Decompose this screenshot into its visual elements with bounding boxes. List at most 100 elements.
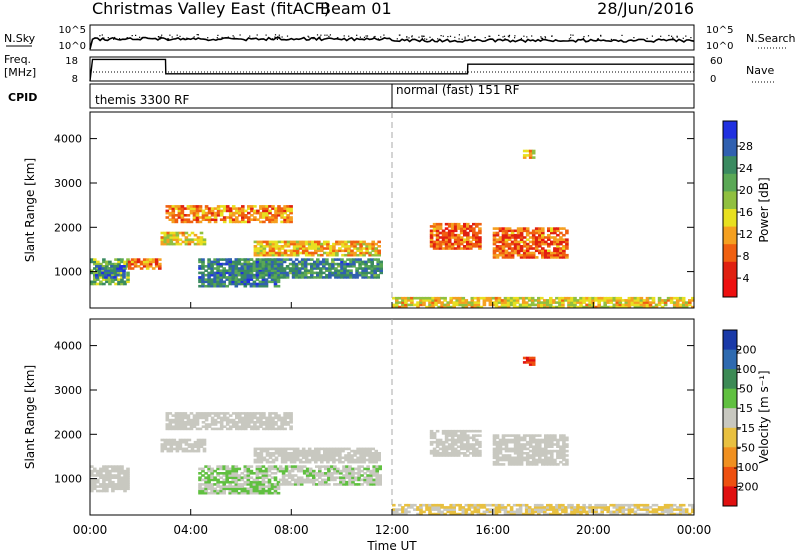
heatmap-cell <box>290 469 295 473</box>
heatmap-cell <box>326 449 330 453</box>
heatmap-cell <box>198 412 203 415</box>
heatmap-cell <box>234 474 239 477</box>
heatmap-cell <box>311 251 315 255</box>
heatmap-cell <box>501 454 506 457</box>
heatmap-cell <box>308 472 313 475</box>
heatmap-cell <box>606 508 610 511</box>
heatmap-cell <box>544 242 548 246</box>
heatmap-cell <box>392 510 396 514</box>
heatmap-cell <box>446 305 450 309</box>
heatmap-cell <box>365 251 369 255</box>
heatmap-cell <box>326 460 330 464</box>
heatmap-cell <box>395 510 399 514</box>
heatmap-cell <box>255 485 260 488</box>
heatmap-cell <box>213 483 217 486</box>
heatmap-cell <box>472 449 476 453</box>
heatmap-cell <box>282 271 287 275</box>
heatmap-cell <box>204 265 208 268</box>
heatmap-cell <box>241 425 245 428</box>
heatmap-cell <box>189 421 194 424</box>
heatmap-cell <box>222 267 226 270</box>
heatmap-cell <box>459 434 464 437</box>
heatmap-cell <box>249 480 254 484</box>
heatmap-cell <box>234 478 239 482</box>
heatmap-cell <box>525 242 530 246</box>
heatmap-cell <box>247 416 251 420</box>
heatmap-cell <box>160 236 165 239</box>
heatmap-cell <box>395 305 399 309</box>
nsearch-point <box>363 36 366 38</box>
heatmap-cell <box>333 483 337 486</box>
heatmap-cell <box>304 452 309 455</box>
heatmap-cell <box>365 449 369 453</box>
heatmap-cell <box>180 220 185 224</box>
heatmap-cell <box>123 472 127 475</box>
heatmap-cell <box>169 447 174 451</box>
heatmap-cell <box>234 491 239 495</box>
heatmap-cell <box>163 238 168 241</box>
colorbar-swatch <box>723 427 737 448</box>
heatmap-cell <box>165 425 170 428</box>
heatmap-cell <box>500 303 505 307</box>
heatmap-cell <box>222 271 226 275</box>
heatmap-cell <box>122 271 126 275</box>
heatmap-cell <box>447 231 452 235</box>
heatmap-cell <box>528 454 533 457</box>
heatmap-cell <box>453 247 458 250</box>
heatmap-cell <box>350 251 354 255</box>
heatmap-cell <box>438 438 443 442</box>
heatmap-cell <box>207 476 211 479</box>
heatmap-cell <box>358 267 362 270</box>
heatmap-cell <box>464 299 469 302</box>
heatmap-cell <box>549 296 553 300</box>
heatmap-cell <box>117 483 121 486</box>
heatmap-cell <box>373 276 377 279</box>
heatmap-cell <box>553 449 557 453</box>
heatmap-cell <box>537 510 541 514</box>
colorbar-swatch <box>723 244 737 263</box>
heatmap-cell <box>183 207 188 210</box>
heatmap-cell <box>506 305 511 309</box>
heatmap-cell <box>498 456 503 460</box>
heatmap-cell <box>510 256 515 259</box>
heatmap-cell <box>549 305 553 309</box>
heatmap-cell <box>102 480 106 484</box>
heatmap-cell <box>562 227 566 230</box>
heatmap-cell <box>509 296 514 300</box>
heatmap-cell <box>328 271 332 275</box>
heatmap-cell <box>207 260 211 264</box>
heatmap-cell <box>359 449 363 453</box>
heatmap-cell <box>365 452 369 455</box>
heatmap-cell <box>678 305 683 309</box>
heatmap-cell <box>404 303 408 307</box>
heatmap-cell <box>562 445 566 448</box>
heatmap-cell <box>340 273 344 277</box>
heatmap-cell <box>450 440 455 444</box>
heatmap-cell <box>282 267 287 270</box>
heatmap-cell <box>666 512 671 516</box>
heatmap-cell <box>117 465 121 468</box>
heatmap-cell <box>521 503 526 507</box>
heatmap-cell <box>534 227 539 230</box>
heatmap-cell <box>160 238 165 241</box>
heatmap-cell <box>271 242 276 246</box>
heatmap-cell <box>346 269 350 272</box>
heatmap-cell <box>96 282 100 286</box>
heatmap-cell <box>271 216 275 219</box>
heatmap-cell <box>190 443 195 446</box>
heatmap-cell <box>195 414 200 417</box>
heatmap-cell <box>163 445 168 448</box>
nsearch-point <box>411 36 413 38</box>
heatmap-cell <box>210 487 214 491</box>
heatmap-cell <box>675 512 680 516</box>
heatmap-cell <box>186 427 191 431</box>
heatmap-cell <box>142 265 147 268</box>
heatmap-cell <box>470 510 475 514</box>
heatmap-cell <box>237 478 242 482</box>
heatmap-cell <box>463 247 467 250</box>
heatmap-cell <box>513 249 518 253</box>
heatmap-cell <box>222 276 226 279</box>
heatmap-cell <box>234 489 239 493</box>
heatmap-cell <box>313 260 317 264</box>
heatmap-cell <box>340 260 344 264</box>
